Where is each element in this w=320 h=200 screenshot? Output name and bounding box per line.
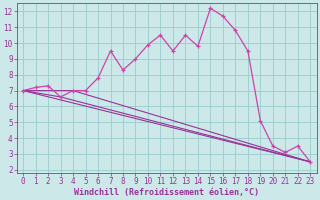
X-axis label: Windchill (Refroidissement éolien,°C): Windchill (Refroidissement éolien,°C) bbox=[74, 188, 259, 197]
